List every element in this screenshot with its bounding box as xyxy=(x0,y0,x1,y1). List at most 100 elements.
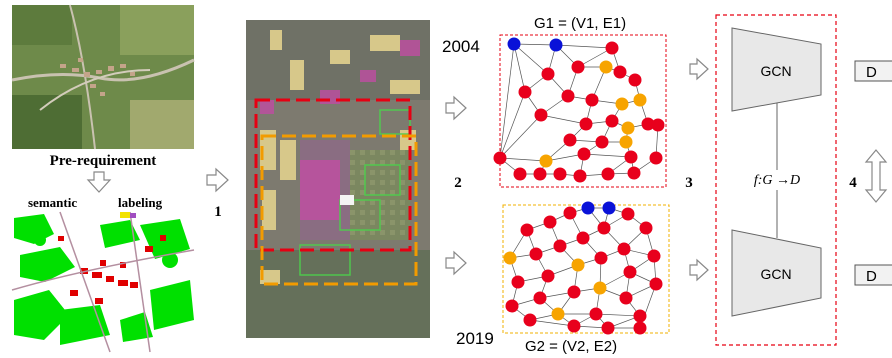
graph-edge xyxy=(595,313,641,317)
graph-edge xyxy=(513,43,526,93)
graph-node xyxy=(563,206,577,220)
step-3-label: 3 xyxy=(685,175,693,191)
graph-edge xyxy=(540,114,587,125)
arrow-down-icon xyxy=(86,171,112,193)
prereq-label: Pre-requirement xyxy=(50,153,157,169)
graph-node xyxy=(599,60,613,74)
graph-node xyxy=(520,223,534,237)
graph-edge xyxy=(513,43,549,75)
graph-node xyxy=(628,73,642,87)
graph-node xyxy=(523,313,537,327)
siamese-model-frame xyxy=(715,14,837,346)
graph-node xyxy=(513,167,527,181)
aerial-image-site xyxy=(246,20,430,338)
graph-node xyxy=(617,242,631,256)
step-2-label: 2 xyxy=(454,175,462,191)
graph-node xyxy=(619,135,633,149)
graph-node xyxy=(543,215,557,229)
graph-g2-title: G2 = (V2, E2) xyxy=(525,338,617,355)
output-d-top-label: D xyxy=(866,64,877,81)
graph-node xyxy=(594,251,608,265)
graph-g1-title: G1 = (V1, E1) xyxy=(534,15,626,32)
arrow-right-icon xyxy=(206,167,229,193)
output-d-bottom xyxy=(854,264,892,286)
graph-node xyxy=(549,38,563,52)
graph-node xyxy=(649,277,663,291)
graph-node xyxy=(571,60,585,74)
graph-edge xyxy=(499,91,526,159)
graph-g2-year: 2019 xyxy=(456,329,494,348)
graph-node xyxy=(597,221,611,235)
graph-node xyxy=(553,167,567,181)
graph-node xyxy=(602,201,616,215)
graph-edge xyxy=(583,153,632,158)
arrow-right-icon xyxy=(445,250,467,276)
step-1-label: 1 xyxy=(214,204,222,220)
gcn-bottom-label: GCN xyxy=(760,266,791,282)
graph-node xyxy=(579,117,593,131)
arrow-right-icon xyxy=(689,57,709,81)
graph-node xyxy=(633,309,647,323)
graph-node xyxy=(541,269,555,283)
graph-node xyxy=(585,93,599,107)
graph-node xyxy=(493,151,507,165)
graph-node xyxy=(539,154,553,168)
output-d-bottom-label: D xyxy=(866,268,877,285)
graph-edge xyxy=(555,44,613,49)
graph-node xyxy=(563,133,577,147)
graph-node xyxy=(621,121,635,135)
graph-node xyxy=(605,114,619,128)
output-d-top xyxy=(854,60,892,82)
graph-node xyxy=(581,201,595,215)
graph-node xyxy=(503,251,517,265)
graph-node xyxy=(633,93,647,107)
graph-node xyxy=(551,307,565,321)
graph-node xyxy=(571,258,585,272)
arrow-right-icon xyxy=(689,258,709,282)
graph-g2 xyxy=(503,201,663,335)
graph-g1-year: 2004 xyxy=(442,37,480,56)
graph-node xyxy=(529,247,543,261)
graph-node xyxy=(533,167,547,181)
semantic-map-image xyxy=(11,211,195,353)
graph-node xyxy=(561,89,575,103)
graph-node xyxy=(641,117,655,131)
graph-node xyxy=(507,37,521,51)
graph-node xyxy=(518,85,532,99)
graph-node xyxy=(651,118,665,132)
graph-node xyxy=(595,135,609,149)
graph-node xyxy=(553,239,567,253)
mapping-label: f:G →D xyxy=(754,173,800,188)
graph-edge xyxy=(529,319,575,327)
graph-node xyxy=(621,207,635,221)
graph-node xyxy=(567,285,581,299)
graph-g1 xyxy=(493,37,665,183)
gcn-top-label: GCN xyxy=(760,63,791,79)
graph-node xyxy=(627,166,641,180)
graph-node xyxy=(567,319,581,333)
graph-g1-frame xyxy=(499,34,667,188)
graph-node xyxy=(613,65,627,79)
graph-node xyxy=(577,147,591,161)
graph-node xyxy=(589,307,603,321)
graph-node xyxy=(505,299,519,313)
graph-edge xyxy=(499,43,515,159)
graph-node xyxy=(605,41,619,55)
graph-node xyxy=(533,291,547,305)
gcn-bottom-block xyxy=(731,229,822,317)
step-4-label: 4 xyxy=(849,175,857,191)
graph-node xyxy=(624,150,638,164)
graph-node xyxy=(601,321,615,335)
graph-edge xyxy=(513,43,557,46)
graph-node xyxy=(647,249,661,263)
graph-node xyxy=(511,275,525,289)
graph-node xyxy=(633,321,647,335)
graph-node xyxy=(619,291,633,305)
graph-node xyxy=(649,151,663,165)
semantic-label: semantic xyxy=(28,195,77,210)
graph-node xyxy=(615,97,629,111)
graph-node xyxy=(541,67,555,81)
graph-edge xyxy=(499,157,547,162)
graph-node xyxy=(639,221,653,235)
graph-edge xyxy=(499,114,542,159)
